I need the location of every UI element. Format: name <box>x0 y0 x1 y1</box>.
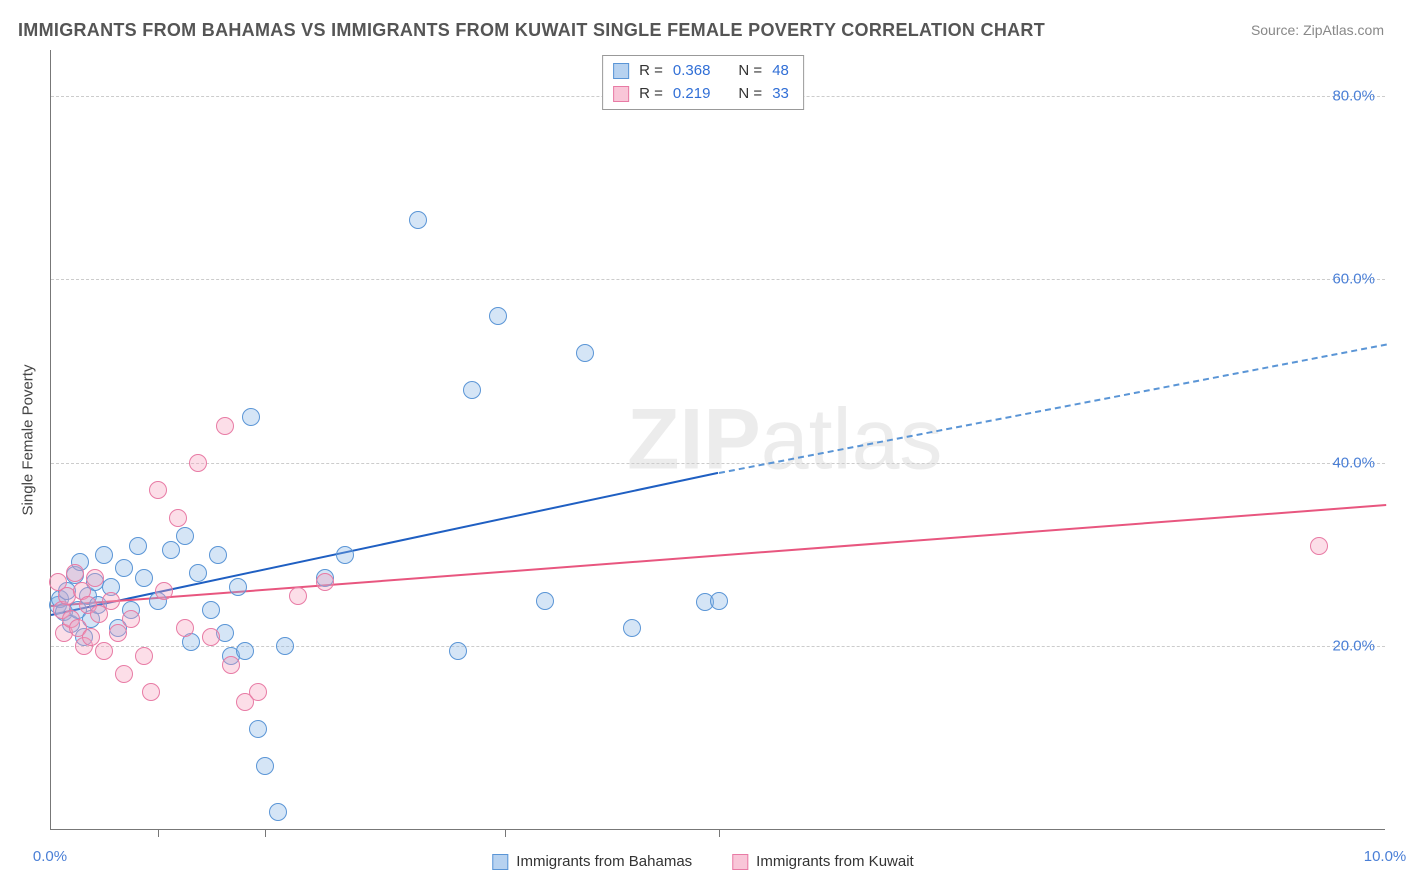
x-tick-label: 10.0% <box>1364 848 1406 865</box>
marker-kuwait <box>216 417 234 435</box>
marker-bahamas <box>115 559 133 577</box>
marker-kuwait <box>289 587 307 605</box>
marker-bahamas <box>449 642 467 660</box>
y-tick-label: 20.0% <box>1332 638 1375 655</box>
x-tick-mark <box>505 829 506 837</box>
marker-kuwait <box>142 683 160 701</box>
legend-row-bahamas: R = 0.368 N = 48 <box>613 60 789 83</box>
marker-bahamas <box>176 527 194 545</box>
marker-kuwait <box>122 610 140 628</box>
marker-kuwait <box>202 628 220 646</box>
marker-bahamas <box>489 307 507 325</box>
marker-bahamas <box>269 803 287 821</box>
marker-kuwait <box>189 454 207 472</box>
legend-row-kuwait: R = 0.219 N = 33 <box>613 83 789 106</box>
marker-kuwait <box>169 509 187 527</box>
chart-title: IMMIGRANTS FROM BAHAMAS VS IMMIGRANTS FR… <box>18 20 1045 41</box>
marker-kuwait <box>66 564 84 582</box>
x-tick-mark <box>158 829 159 837</box>
marker-bahamas <box>409 211 427 229</box>
legend-correlation: R = 0.368 N = 48 R = 0.219 N = 33 <box>602 55 804 110</box>
plot-area: ZIPatlas 20.0%40.0%60.0%80.0% <box>50 50 1385 830</box>
marker-bahamas <box>229 578 247 596</box>
legend-item-kuwait: Immigrants from Kuwait <box>732 853 914 870</box>
marker-kuwait <box>135 647 153 665</box>
y-tick-label: 60.0% <box>1332 271 1375 288</box>
chart-container: IMMIGRANTS FROM BAHAMAS VS IMMIGRANTS FR… <box>0 0 1406 892</box>
swatch-kuwait-icon <box>732 854 748 870</box>
marker-kuwait <box>109 624 127 642</box>
marker-kuwait <box>316 573 334 591</box>
marker-bahamas <box>336 546 354 564</box>
marker-bahamas <box>162 541 180 559</box>
y-tick-label: 80.0% <box>1332 87 1375 104</box>
marker-bahamas <box>95 546 113 564</box>
trend-line <box>718 344 1386 474</box>
marker-bahamas <box>209 546 227 564</box>
swatch-kuwait-icon <box>613 86 629 102</box>
marker-bahamas <box>710 592 728 610</box>
marker-kuwait <box>1310 537 1328 555</box>
marker-bahamas <box>576 344 594 362</box>
marker-bahamas <box>129 537 147 555</box>
marker-bahamas <box>189 564 207 582</box>
marker-kuwait <box>86 569 104 587</box>
marker-bahamas <box>249 720 267 738</box>
marker-bahamas <box>236 642 254 660</box>
marker-bahamas <box>536 592 554 610</box>
x-tick-label: 0.0% <box>33 848 67 865</box>
y-axis-label: Single Female Poverty <box>20 365 37 516</box>
legend-series: Immigrants from Bahamas Immigrants from … <box>492 853 913 870</box>
x-tick-mark <box>265 829 266 837</box>
gridline <box>51 279 1385 280</box>
marker-bahamas <box>135 569 153 587</box>
source-attribution: Source: ZipAtlas.com <box>1251 22 1384 38</box>
legend-item-bahamas: Immigrants from Bahamas <box>492 853 692 870</box>
marker-kuwait <box>249 683 267 701</box>
marker-kuwait <box>155 582 173 600</box>
marker-bahamas <box>256 757 274 775</box>
marker-kuwait <box>149 481 167 499</box>
marker-bahamas <box>463 381 481 399</box>
marker-kuwait <box>102 592 120 610</box>
marker-bahamas <box>202 601 220 619</box>
swatch-bahamas-icon <box>613 63 629 79</box>
marker-bahamas <box>623 619 641 637</box>
y-tick-label: 40.0% <box>1332 454 1375 471</box>
marker-kuwait <box>115 665 133 683</box>
marker-kuwait <box>176 619 194 637</box>
swatch-bahamas-icon <box>492 854 508 870</box>
marker-kuwait <box>222 656 240 674</box>
marker-bahamas <box>242 408 260 426</box>
marker-kuwait <box>95 642 113 660</box>
gridline <box>51 463 1385 464</box>
marker-bahamas <box>276 637 294 655</box>
x-tick-mark <box>719 829 720 837</box>
